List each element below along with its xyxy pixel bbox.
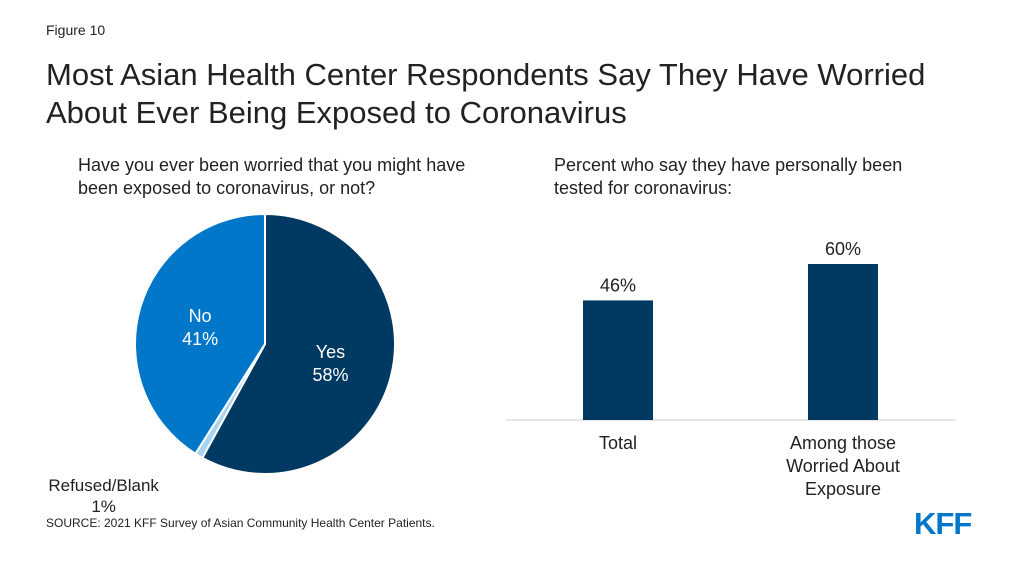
pie-slice-no [134,212,266,456]
bar-value-label-1: 60% [825,239,861,259]
pie-label-no: No [189,306,212,326]
kff-logo: KFF [914,506,972,541]
source-note: SOURCE: 2021 KFF Survey of Asian Communi… [46,516,435,530]
category-label-1-line-2: Exposure [805,479,881,499]
pie-value-yes: 58% [312,365,348,385]
pie-label-yes: Yes [316,342,345,362]
pie-chart-title: Have you ever been worried that you migh… [78,155,466,198]
pie-value-no: 41% [182,329,218,349]
figure-label: Figure 10 [46,22,106,38]
page-title: Most Asian Health Center Respondents Say… [46,57,926,130]
category-label-1-line-0: Among those [790,433,896,453]
pie-chart: Yes 58% Refused/Blank 1% No 41% [48,212,396,516]
bar-1 [808,264,878,420]
category-label-1-line-1: Worried About [786,456,900,476]
pie-value-refused-blank: 1% [91,497,116,516]
bar-chart-title: Percent who say they have personally bee… [554,155,903,198]
pie-slice-yes [201,212,396,475]
bar-0 [583,300,653,420]
bar-chart: 46% Total 60% Among those Worried About Expos… [506,239,956,499]
pie-label-refused-blank: Refused/Blank [48,476,159,495]
bar-value-label-0: 46% [600,275,636,295]
category-label-0-line-0: Total [599,433,637,453]
